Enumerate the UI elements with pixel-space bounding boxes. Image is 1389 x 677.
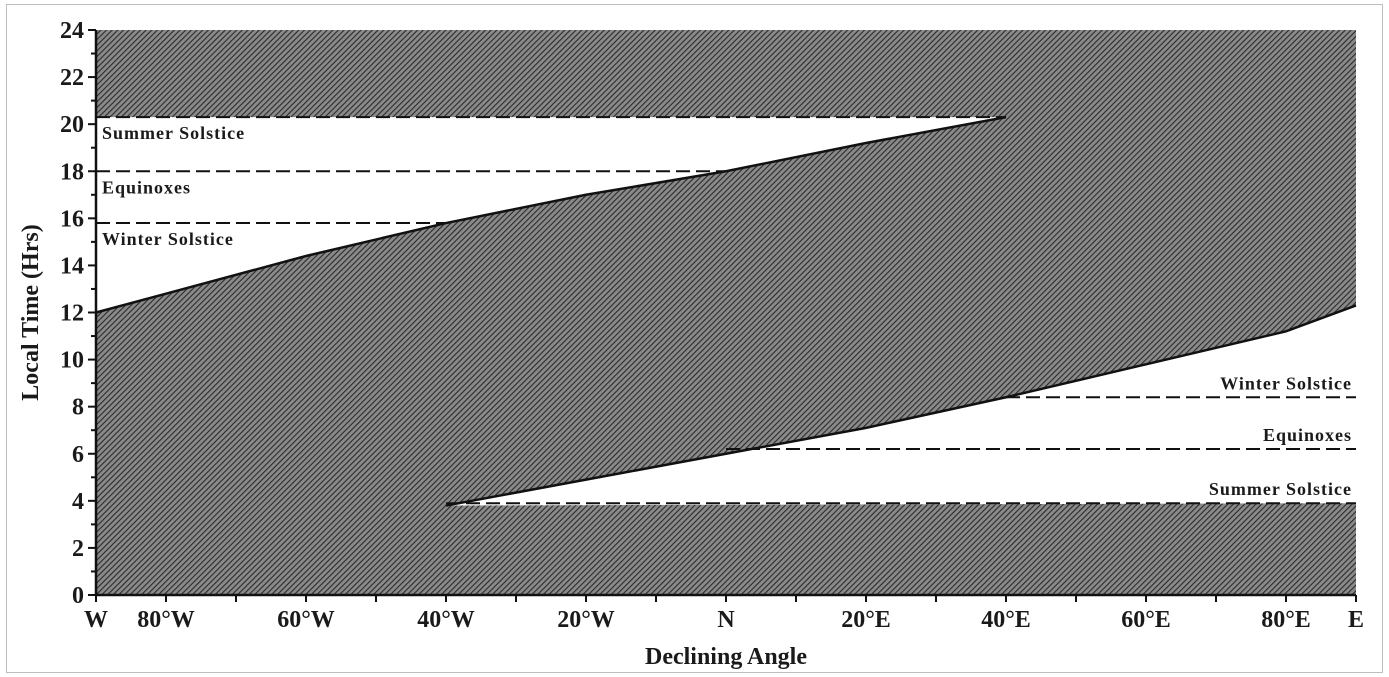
plot-area: [96, 30, 1356, 595]
y-tick-label: 14: [60, 253, 84, 279]
y-tick-label: 16: [60, 206, 84, 232]
x-tick-label: 20°W: [557, 607, 615, 633]
x-axis-label: Declining Angle: [645, 644, 807, 670]
reference-label-6: Summer Solstice: [1209, 479, 1352, 499]
figure-frame: [6, 4, 1383, 673]
x-tick-label: W: [84, 607, 108, 633]
x-tick-label: 40°W: [417, 607, 475, 633]
clear-regions: [96, 117, 1356, 506]
x-tick-label: 80°E: [1261, 607, 1311, 633]
y-tick-label: 18: [60, 159, 84, 185]
y-tick-label: 22: [60, 65, 84, 91]
x-tick-label: E: [1348, 607, 1364, 633]
y-axis-label: Local Time (Hrs): [18, 224, 44, 400]
clear-region-lower: [446, 305, 1356, 506]
y-tick-label: 20: [60, 112, 84, 138]
y-tick-label: 24: [60, 18, 84, 44]
y-tick-label: 8: [72, 395, 84, 421]
y-tick-label: 4: [72, 489, 84, 515]
boundary-curves: [95, 115, 1357, 507]
x-tick-label: N: [717, 607, 735, 633]
y-tick-label: 2: [72, 536, 84, 562]
x-tick-label: 60°W: [277, 607, 335, 633]
shaded-region: [96, 30, 1356, 595]
y-tick-label: 0: [72, 583, 84, 609]
reference-lines: Summer Solstice Equinoxes Winter Solstice W…: [96, 116, 1356, 505]
reference-label-3: Winter Solstice: [102, 229, 234, 249]
reference-label-1: Summer Solstice: [102, 123, 245, 143]
reference-label-2: Equinoxes: [102, 177, 191, 197]
clear-region-upper: [96, 117, 1006, 313]
boundary-curve-1: [95, 115, 1007, 314]
x-tick-label: 20°E: [841, 607, 891, 633]
reference-label-5: Equinoxes: [1263, 425, 1352, 445]
reference-label-4: Winter Solstice: [1220, 373, 1352, 393]
y-tick-label: 10: [60, 348, 84, 374]
y-tick-label: 6: [72, 442, 84, 468]
x-tick-label: 60°E: [1121, 607, 1171, 633]
x-tick-label: 80°W: [137, 607, 195, 633]
x-tick-label: 40°E: [981, 607, 1031, 633]
y-tick-label: 12: [60, 301, 84, 327]
boundary-curve-2: [445, 304, 1357, 507]
x-axis-ticks: W 80°W 60°W 40°W 20°W N 20°E 40°E 60°E 80°E E: [84, 595, 1364, 633]
